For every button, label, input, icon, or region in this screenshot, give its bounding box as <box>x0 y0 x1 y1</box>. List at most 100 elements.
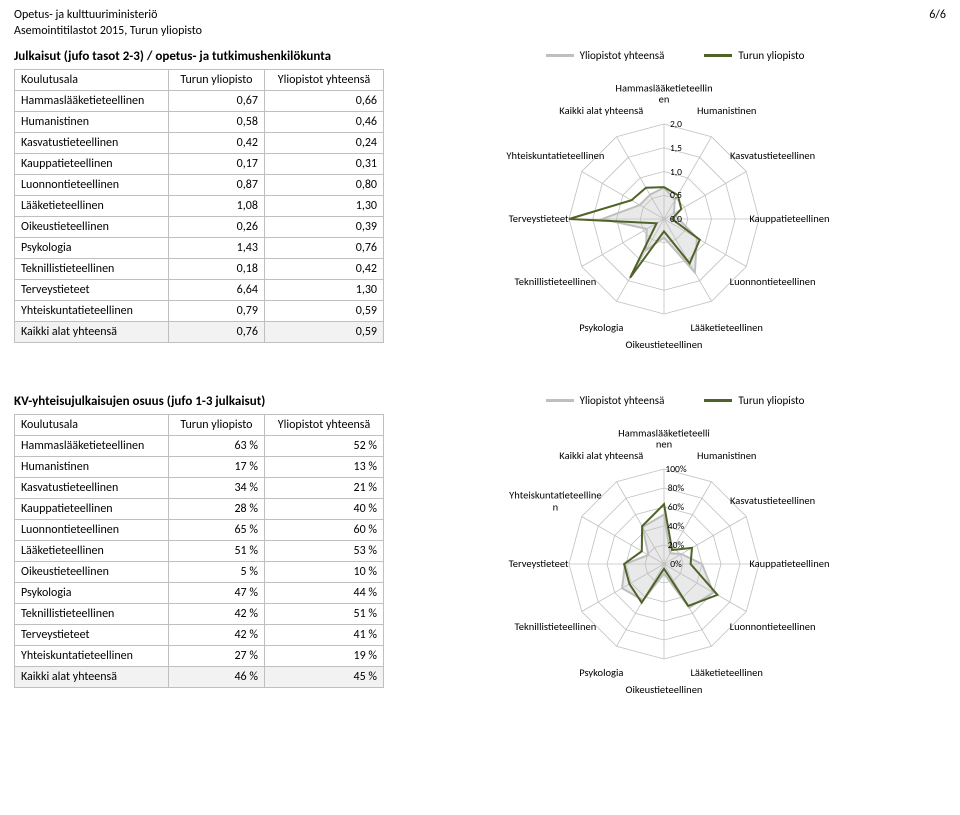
row-tku: 51 % <box>168 540 264 561</box>
row-label: Kasvatustieteellinen <box>15 132 169 153</box>
legend-label-national: Yliopistot yhteensä <box>580 49 665 62</box>
radar-tick-label: 20% <box>668 539 684 551</box>
row-tku: 5 % <box>168 561 264 582</box>
chart1-legend: Yliopistot yhteensä Turun yliopisto <box>404 49 946 62</box>
radar-tick-label: 1,0 <box>670 166 682 178</box>
radar-chart-2: HammaslääketieteellinenHumanistinenKasva… <box>404 409 924 709</box>
table-row: Lääketieteellinen 51 % 53 % <box>15 540 384 561</box>
row-tku: 0,67 <box>168 90 264 111</box>
row-nat: 41 % <box>264 624 383 645</box>
row-tku: 0,87 <box>168 174 264 195</box>
legend-label-turku-2: Turun yliopisto <box>738 394 804 407</box>
table2-title: KV-yhteisujulkaisujen osuus (jufo 1-3 ju… <box>14 394 384 410</box>
row-nat: 0,80 <box>264 174 383 195</box>
radar-tick-label: 1,5 <box>670 142 682 154</box>
radar-axis-label: Psykologia <box>579 322 623 334</box>
table-row-total: Kaikki alat yhteensä 46 % 45 % <box>15 666 384 687</box>
row-label: Teknillistieteellinen <box>15 603 169 624</box>
table2: Koulutusala Turun yliopisto Yliopistot y… <box>14 414 384 688</box>
row-nat: 0,59 <box>264 300 383 321</box>
table-row: Teknillistieteellinen 0,18 0,42 <box>15 258 384 279</box>
radar-axis-label: Lääketieteellinen <box>690 322 762 334</box>
row-tku: 6,64 <box>168 279 264 300</box>
report-subtitle: Asemointitilastot 2015, Turun yliopisto <box>14 24 202 40</box>
table-row-total: Kaikki alat yhteensä 0,76 0,59 <box>15 321 384 342</box>
radar-axis-label: Terveystieteet <box>509 558 569 570</box>
row-tku: 1,08 <box>168 195 264 216</box>
row-nat: 1,30 <box>264 195 383 216</box>
section-publications-ratio: Julkaisut (jufo tasot 2-3) / opetus- ja … <box>14 49 946 364</box>
table-row: Oikeustieteellinen 5 % 10 % <box>15 561 384 582</box>
page-header: Opetus- ja kulttuuriministeriö Asemointi… <box>14 8 946 39</box>
table-row: Humanistinen 17 % 13 % <box>15 456 384 477</box>
table1: Koulutusala Turun yliopisto Yliopistot y… <box>14 69 384 343</box>
radar-axis-label: Yhteiskuntatieteellinen <box>509 490 601 513</box>
row-label: Kauppatieteellinen <box>15 498 169 519</box>
row-tku: 0,17 <box>168 153 264 174</box>
row-nat: 53 % <box>264 540 383 561</box>
radar-axis-label: Oikeustieteellinen <box>626 339 703 351</box>
row-label: Luonnontieteellinen <box>15 174 169 195</box>
row-nat: 0,42 <box>264 258 383 279</box>
table-row: Yhteiskuntatieteellinen 0,79 0,59 <box>15 300 384 321</box>
table-row: Psykologia 1,43 0,76 <box>15 237 384 258</box>
row-label: Lääketieteellinen <box>15 540 169 561</box>
radar-tick-label: 100% <box>665 463 686 475</box>
row-label: Psykologia <box>15 582 169 603</box>
radar-axis-label: Oikeustieteellinen <box>626 684 703 696</box>
row-nat: 0,31 <box>264 153 383 174</box>
radar-axis-label: Kaikki alat yhteensä <box>559 450 643 462</box>
table2-col-nat: Yliopistot yhteensä <box>264 414 383 435</box>
row-nat: 0,24 <box>264 132 383 153</box>
table-row: Yhteiskuntatieteellinen 27 % 19 % <box>15 645 384 666</box>
table-row: Terveystieteet 6,64 1,30 <box>15 279 384 300</box>
legend-swatch-national <box>546 54 574 57</box>
row-tku: 63 % <box>168 435 264 456</box>
table-row: Terveystieteet 42 % 41 % <box>15 624 384 645</box>
row-nat: 10 % <box>264 561 383 582</box>
row-tku: 65 % <box>168 519 264 540</box>
radar-axis-label: Kasvatustieteellinen <box>730 496 815 508</box>
row-nat: 21 % <box>264 477 383 498</box>
row-tku: 17 % <box>168 456 264 477</box>
table-row: Kasvatustieteellinen 34 % 21 % <box>15 477 384 498</box>
row-nat: 51 % <box>264 603 383 624</box>
table-row: Psykologia 47 % 44 % <box>15 582 384 603</box>
row-nat: 0,76 <box>264 237 383 258</box>
radar-axis-label: Yhteiskuntatieteellinen <box>506 151 604 163</box>
table2-col-tku: Turun yliopisto <box>168 414 264 435</box>
table1-col-nat: Yliopistot yhteensä <box>264 69 383 90</box>
row-nat: 45 % <box>264 666 383 687</box>
chart2-legend: Yliopistot yhteensä Turun yliopisto <box>404 394 946 407</box>
radar-axis-label: Hammaslääketieteellinen <box>618 427 710 450</box>
table-row: Humanistinen 0,58 0,46 <box>15 111 384 132</box>
row-tku: 1,43 <box>168 237 264 258</box>
row-label: Oikeustieteellinen <box>15 561 169 582</box>
ministry-name: Opetus- ja kulttuuriministeriö <box>14 8 202 24</box>
row-nat: 19 % <box>264 645 383 666</box>
row-nat: 1,30 <box>264 279 383 300</box>
row-label: Kauppatieteellinen <box>15 153 169 174</box>
table-row: Luonnontieteellinen 65 % 60 % <box>15 519 384 540</box>
radar-tick-label: 0% <box>670 558 682 570</box>
radar-axis-label: Kaikki alat yhteensä <box>559 105 643 117</box>
row-tku: 27 % <box>168 645 264 666</box>
row-label: Terveystieteet <box>15 624 169 645</box>
row-tku: 0,18 <box>168 258 264 279</box>
radar-tick-label: 80% <box>668 482 684 494</box>
row-tku: 0,42 <box>168 132 264 153</box>
radar-chart-1: HammaslääketieteellinenHumanistinenKasva… <box>404 64 924 364</box>
row-label: Luonnontieteellinen <box>15 519 169 540</box>
table-row: Oikeustieteellinen 0,26 0,39 <box>15 216 384 237</box>
table-row: Luonnontieteellinen 0,87 0,80 <box>15 174 384 195</box>
row-tku: 46 % <box>168 666 264 687</box>
row-nat: 0,39 <box>264 216 383 237</box>
radar-axis-label: Hammaslääketieteellinen <box>615 82 712 105</box>
row-label: Hammaslääketieteellinen <box>15 435 169 456</box>
radar-axis-label: Teknillistieteellinen <box>515 621 597 633</box>
row-nat: 13 % <box>264 456 383 477</box>
row-tku: 0,76 <box>168 321 264 342</box>
radar-tick-label: 40% <box>668 520 684 532</box>
legend-label-turku: Turun yliopisto <box>738 49 804 62</box>
legend-swatch-turku <box>704 54 732 57</box>
